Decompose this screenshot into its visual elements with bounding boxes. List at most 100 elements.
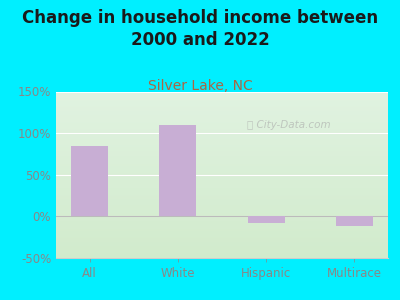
Bar — [56, 140, 388, 141]
Bar — [56, 176, 388, 177]
Bar — [56, 153, 388, 154]
Bar — [56, 216, 388, 217]
Bar — [56, 100, 388, 101]
Bar — [56, 159, 388, 160]
Bar — [56, 221, 388, 222]
Bar — [56, 168, 388, 169]
Bar — [56, 185, 388, 186]
Bar — [56, 255, 388, 256]
Bar — [56, 101, 388, 102]
Bar — [56, 172, 388, 173]
Bar — [56, 154, 388, 155]
Bar — [56, 188, 388, 189]
Bar — [56, 180, 388, 181]
Bar — [56, 93, 388, 94]
Bar — [56, 120, 388, 121]
Bar — [56, 207, 388, 208]
Bar — [56, 226, 388, 227]
Bar — [56, 219, 388, 220]
Bar — [56, 152, 388, 153]
Bar — [56, 127, 388, 128]
Bar — [56, 182, 388, 183]
Bar — [56, 183, 388, 184]
Bar — [56, 212, 388, 213]
Bar — [56, 205, 388, 206]
Text: ⓘ City-Data.com: ⓘ City-Data.com — [246, 120, 330, 130]
Bar — [56, 187, 388, 188]
Bar — [56, 149, 388, 150]
Bar — [56, 139, 388, 140]
Bar — [56, 137, 388, 138]
Bar — [56, 105, 388, 106]
Bar — [56, 160, 388, 161]
Bar — [56, 126, 388, 127]
Bar — [56, 225, 388, 226]
Bar — [56, 228, 388, 229]
Bar — [56, 206, 388, 207]
Bar — [56, 248, 388, 249]
Bar — [56, 173, 388, 174]
Text: Silver Lake, NC: Silver Lake, NC — [148, 80, 252, 94]
Bar — [56, 109, 388, 110]
Bar — [56, 124, 388, 125]
Bar — [56, 202, 388, 203]
Bar — [56, 146, 388, 147]
Bar — [56, 178, 388, 179]
Bar — [56, 167, 388, 168]
Bar — [56, 210, 388, 211]
Bar — [56, 229, 388, 230]
Bar — [56, 165, 388, 166]
Bar — [56, 181, 388, 182]
Bar — [56, 117, 388, 118]
Bar — [56, 134, 388, 135]
Bar — [56, 231, 388, 232]
Bar — [56, 156, 388, 157]
Bar — [56, 121, 388, 122]
Bar — [56, 148, 388, 149]
Bar — [56, 177, 388, 178]
Bar — [56, 217, 388, 218]
Bar — [56, 103, 388, 104]
Bar — [56, 190, 388, 191]
Bar — [56, 150, 388, 151]
Bar — [56, 236, 388, 237]
Bar — [56, 233, 388, 234]
Bar — [56, 128, 388, 129]
Bar — [56, 208, 388, 209]
Bar — [56, 247, 388, 248]
Bar — [56, 94, 388, 95]
Bar — [56, 129, 388, 130]
Bar — [56, 244, 388, 245]
Bar — [56, 195, 388, 196]
Bar — [56, 112, 388, 113]
Bar — [56, 213, 388, 214]
Bar — [56, 162, 388, 163]
Bar — [56, 237, 388, 238]
Bar — [56, 211, 388, 212]
Bar — [56, 135, 388, 136]
Bar — [56, 102, 388, 103]
Bar — [56, 241, 388, 242]
Bar — [56, 246, 388, 247]
Bar — [56, 155, 388, 156]
Bar — [56, 147, 388, 148]
Bar — [56, 158, 388, 159]
Bar — [56, 193, 388, 194]
Bar — [56, 144, 388, 145]
Bar — [56, 209, 388, 210]
Bar — [56, 163, 388, 164]
Bar — [248, 216, 285, 223]
Bar — [56, 136, 388, 137]
Bar — [56, 96, 388, 97]
Bar — [56, 251, 388, 252]
Bar — [56, 191, 388, 192]
Bar — [336, 216, 373, 226]
Bar — [56, 122, 388, 123]
Bar — [56, 189, 388, 190]
Bar — [56, 114, 388, 115]
Bar — [56, 143, 388, 144]
Bar — [56, 256, 388, 257]
Bar — [56, 203, 388, 204]
Bar — [56, 99, 388, 100]
Bar — [56, 98, 388, 99]
